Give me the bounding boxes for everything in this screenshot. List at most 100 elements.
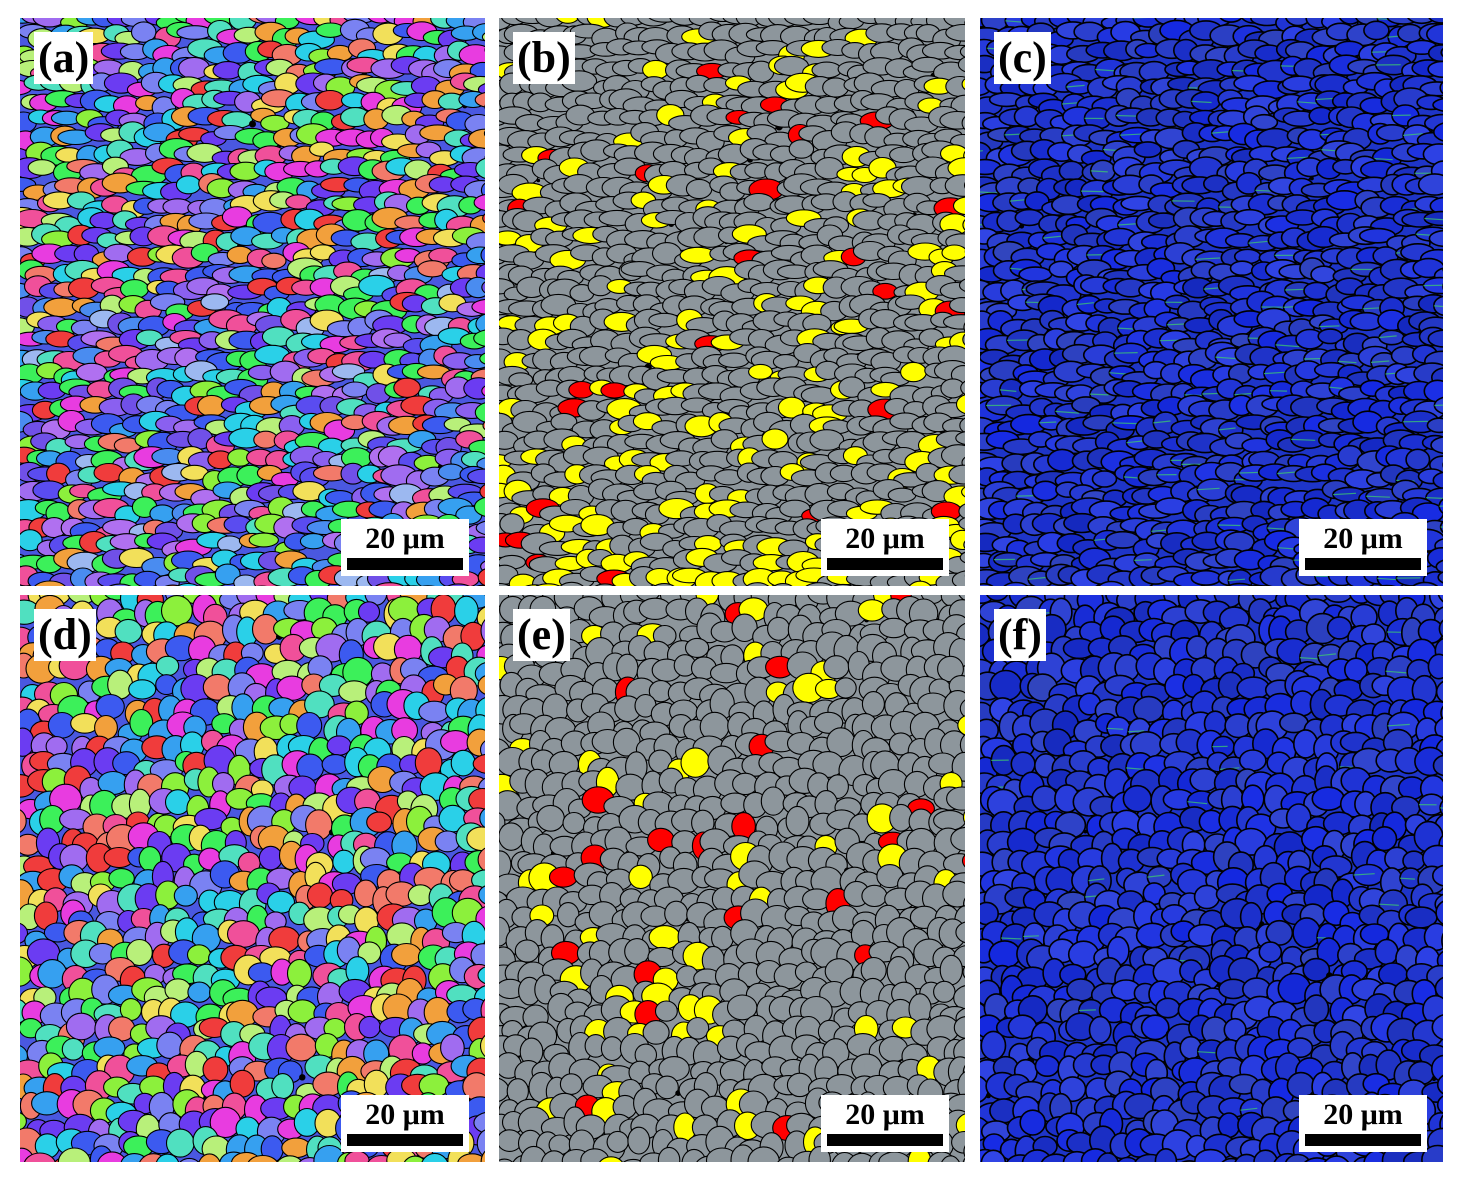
grain: [642, 1020, 670, 1045]
grain: [480, 998, 485, 1023]
scale-bar-line: [347, 558, 463, 570]
grain: [834, 677, 857, 699]
grain: [958, 278, 965, 292]
grain: [457, 1153, 485, 1162]
grain: [933, 810, 965, 831]
grain: [953, 985, 965, 1011]
grain: [832, 583, 854, 586]
grain: [813, 711, 844, 734]
grain: [214, 563, 241, 586]
panel-label: (d): [34, 609, 96, 661]
grain: [952, 196, 965, 216]
grain: [186, 944, 212, 966]
panel-label: (a): [34, 32, 94, 84]
grain: [945, 23, 965, 42]
grain: [479, 740, 485, 760]
kam-highlight: [1166, 323, 1186, 326]
kam-highlight: [999, 389, 1017, 392]
grain: [357, 601, 381, 623]
kam-highlight: [1109, 372, 1128, 375]
grain: [785, 805, 810, 837]
grain: [97, 1151, 127, 1162]
grain: [23, 1152, 56, 1162]
grain: [823, 655, 850, 680]
grain: [460, 621, 485, 651]
grain: [536, 804, 565, 832]
grain: [482, 421, 485, 431]
kam-highlight: [1009, 199, 1027, 202]
grain: [175, 175, 202, 195]
grain: [478, 885, 485, 905]
grain: [467, 468, 485, 485]
kam-highlight: [1297, 101, 1318, 104]
grain: [1430, 436, 1443, 455]
grain: [514, 939, 540, 963]
grain: [306, 882, 334, 909]
grain: [465, 276, 485, 299]
grain: [481, 281, 485, 294]
grain: [187, 981, 212, 1003]
grain: [1407, 18, 1437, 25]
grain: [838, 376, 866, 398]
grain: [718, 352, 750, 369]
grain: [767, 616, 791, 641]
scale-bar-line: [1305, 558, 1421, 570]
grain: [685, 178, 713, 200]
unindexed-spot: [1309, 176, 1314, 181]
scale-bar: 20 μm: [341, 519, 469, 576]
grain: [1427, 60, 1443, 78]
grain: [939, 110, 965, 130]
grain: [980, 583, 994, 586]
grain: [286, 958, 313, 989]
ebsd-ipf-map-d: (d) 20 μm: [20, 595, 485, 1162]
kam-highlight: [1066, 84, 1085, 88]
grain: [556, 18, 580, 24]
grain: [600, 1036, 624, 1062]
grain: [861, 691, 885, 717]
ebsd-ipf-map-a: (a) 20 μm: [20, 18, 485, 586]
grain: [648, 312, 681, 328]
grain: [1432, 471, 1443, 490]
grain: [477, 675, 485, 695]
kam-highlight: [1028, 576, 1046, 580]
grain: [480, 1150, 485, 1162]
grain: [802, 18, 836, 26]
grain: [418, 700, 451, 723]
grain: [773, 583, 793, 586]
grain: [1427, 329, 1443, 348]
grain: [473, 193, 485, 212]
grain: [499, 582, 511, 586]
kam-highlight: [1197, 487, 1220, 491]
kam-highlight: [1080, 190, 1104, 193]
grain: [477, 568, 485, 586]
grain: [454, 595, 479, 627]
grain: [748, 363, 773, 380]
grain: [499, 822, 525, 851]
grain: [27, 159, 57, 176]
grain: [108, 868, 135, 889]
scale-bar-line: [827, 558, 943, 570]
grain: [887, 487, 917, 503]
grain: [165, 1128, 195, 1158]
grain: [745, 582, 770, 586]
grain: [948, 464, 965, 485]
grain: [1003, 581, 1029, 586]
kam-highlight: [1434, 404, 1443, 407]
grain: [130, 21, 157, 43]
grain: [559, 1073, 583, 1095]
kam-highlight: [1211, 131, 1232, 134]
grain: [958, 595, 965, 602]
grain: [959, 551, 965, 564]
kam-highlight: [1153, 420, 1171, 424]
grain: [953, 1016, 965, 1039]
kam-highlight: [1116, 114, 1139, 117]
grain: [475, 313, 485, 335]
scale-bar-label: 20 μm: [845, 522, 925, 555]
grain: [951, 570, 965, 586]
kam-highlight: [1218, 427, 1236, 431]
grain: [1285, 18, 1312, 27]
grain: [761, 428, 789, 450]
grain: [955, 431, 965, 446]
kam-highlight: [1195, 257, 1221, 260]
grain: [179, 1157, 200, 1162]
